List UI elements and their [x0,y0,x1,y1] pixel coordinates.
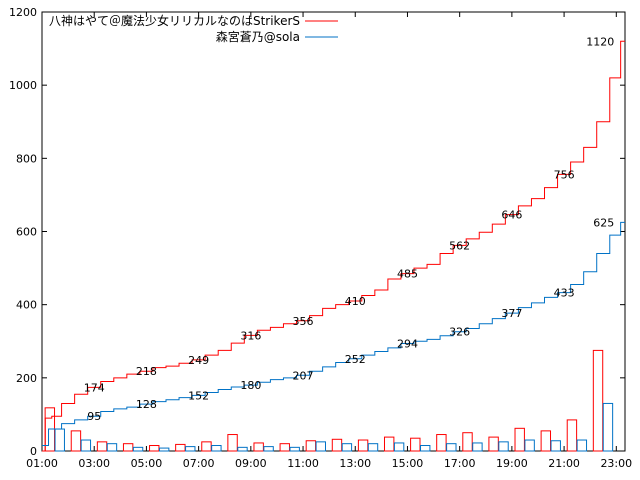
x-tick-label: 11:00 [287,457,319,470]
x-tick-label: 09:00 [235,457,267,470]
data-label-series-2: 326 [449,326,470,339]
data-label-series-1: 410 [345,295,366,308]
data-label-series-2: 128 [136,398,157,411]
data-label-series-1: 485 [397,268,418,281]
bar-series-2 [341,443,353,452]
y-tick-label: 800 [16,152,37,165]
bar-series-1 [279,443,290,452]
bar-series-2 [158,447,170,452]
legend: 八神はやて＠魔法少女リリカルなのはStrikerS 森宮蒼乃@sola [49,13,338,44]
bar-series-1 [70,430,82,452]
bar-series-2 [576,439,588,452]
series-lines [42,40,625,452]
bar-series-1 [540,430,552,452]
bar-series-2 [106,443,118,452]
bar-series-1 [436,434,447,452]
bar-series-1 [488,436,499,452]
bar-series-2 [550,440,561,452]
y-tick-label: 200 [16,372,37,385]
x-tick-label: 23:00 [600,457,632,470]
bar-series-2 [367,443,379,452]
data-label-series-2: 95 [87,410,101,423]
x-tick-label: 03:00 [78,457,110,470]
bar-series-1 [331,438,343,452]
bar-series-1 [514,427,525,452]
data-label-series-2: 377 [501,307,522,320]
bar-series-2 [289,446,300,452]
bars [44,349,614,452]
bar-series-2 [263,446,274,452]
bar-series-1 [462,432,473,452]
plot-frame [41,11,626,452]
x-tick-label: 05:00 [131,457,163,470]
x-tick-label: 21:00 [548,457,580,470]
y-tick-label: 0 [30,445,37,458]
bar-series-1 [383,436,395,452]
bar-series-1 [253,442,264,452]
data-label-series-2: 433 [554,287,575,300]
data-label-series-1: 646 [501,209,522,222]
y-tick-label: 1000 [9,79,37,92]
bar-series-1 [175,443,186,452]
x-tick-label: 19:00 [496,457,528,470]
bar-series-2 [80,439,92,452]
bar-series-2 [185,446,196,452]
bar-series-2 [446,443,457,452]
bar-series-2 [498,441,509,452]
bar-series-2 [211,445,222,452]
bar-series-1 [566,419,578,452]
bar-series-2 [132,446,144,452]
data-label-series-1: 218 [136,365,157,378]
bar-series-1 [357,439,369,452]
data-label-series-1: 562 [449,239,470,252]
data-label-series-2: 207 [293,369,314,382]
bar-series-1 [122,443,134,452]
x-tick-label: 01:00 [26,457,58,470]
data-label-series-1: 756 [554,168,575,181]
data-label-series-2: 180 [240,379,261,392]
data-label-series-2: 625 [593,216,614,229]
y-tick-label: 1200 [9,6,37,19]
bar-series-1 [592,349,604,452]
bar-series-2 [315,441,326,452]
x-tick-label: 13:00 [339,457,371,470]
bar-series-2 [393,442,405,452]
x-tick-label: 17:00 [444,457,476,470]
x-tick-label: 15:00 [392,457,424,470]
data-label-series-1: 249 [188,354,209,367]
bar-series-2 [602,402,614,452]
bar-series-2 [524,439,535,452]
bar-series-1 [96,441,108,452]
line-series-1 [42,40,625,452]
bar-series-2 [237,446,248,452]
y-tick-label: 600 [16,226,37,239]
data-label-series-1: 1120 [586,35,614,48]
data-label-series-1: 316 [240,329,261,342]
legend-label-series-2: 森宮蒼乃@sola [216,29,300,44]
bar-series-1 [227,434,238,452]
bar-series-2 [472,442,483,452]
bar-series-1 [201,441,212,452]
bar-series-2 [420,445,431,452]
bar-series-2 [54,428,65,452]
data-label-series-2: 294 [397,337,418,350]
bar-series-1 [149,445,160,452]
bar-series-1 [410,437,421,452]
data-label-series-2: 152 [188,389,209,402]
bar-series-1 [305,440,317,452]
data-label-series-1: 174 [84,381,105,394]
data-label-series-2: 252 [345,353,366,366]
line-series-2 [42,221,625,447]
x-tick-label: 07:00 [183,457,215,470]
y-tick-label: 400 [16,299,37,312]
axes: 0 200 400 600 800 1000 1200 01:00 03:00 05:00 07:0… [9,6,632,470]
data-label-series-1: 356 [293,315,314,328]
legend-label-series-1: 八神はやて＠魔法少女リリカルなのはStrikerS [49,13,300,28]
data-labels: 174 218 249 316 356 410 485 562 646 756 1120 95 128 1… [84,35,615,423]
